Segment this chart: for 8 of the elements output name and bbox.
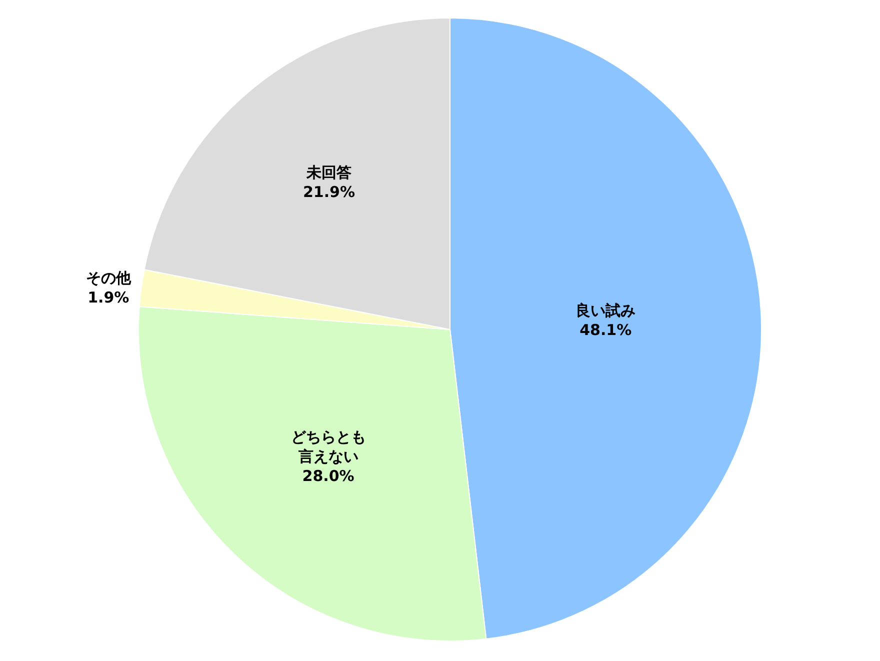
data-label: 1.9% <box>88 288 130 306</box>
slice-label: 良い試み <box>576 302 636 320</box>
slice-label: 未回答 <box>305 164 352 182</box>
data-label: 48.1% <box>580 321 632 340</box>
slice-label: どちらとも言えない <box>290 428 366 466</box>
data-label: 28.0% <box>302 466 354 485</box>
slice-label: その他 <box>86 268 132 287</box>
data-label: 21.9% <box>302 183 355 202</box>
